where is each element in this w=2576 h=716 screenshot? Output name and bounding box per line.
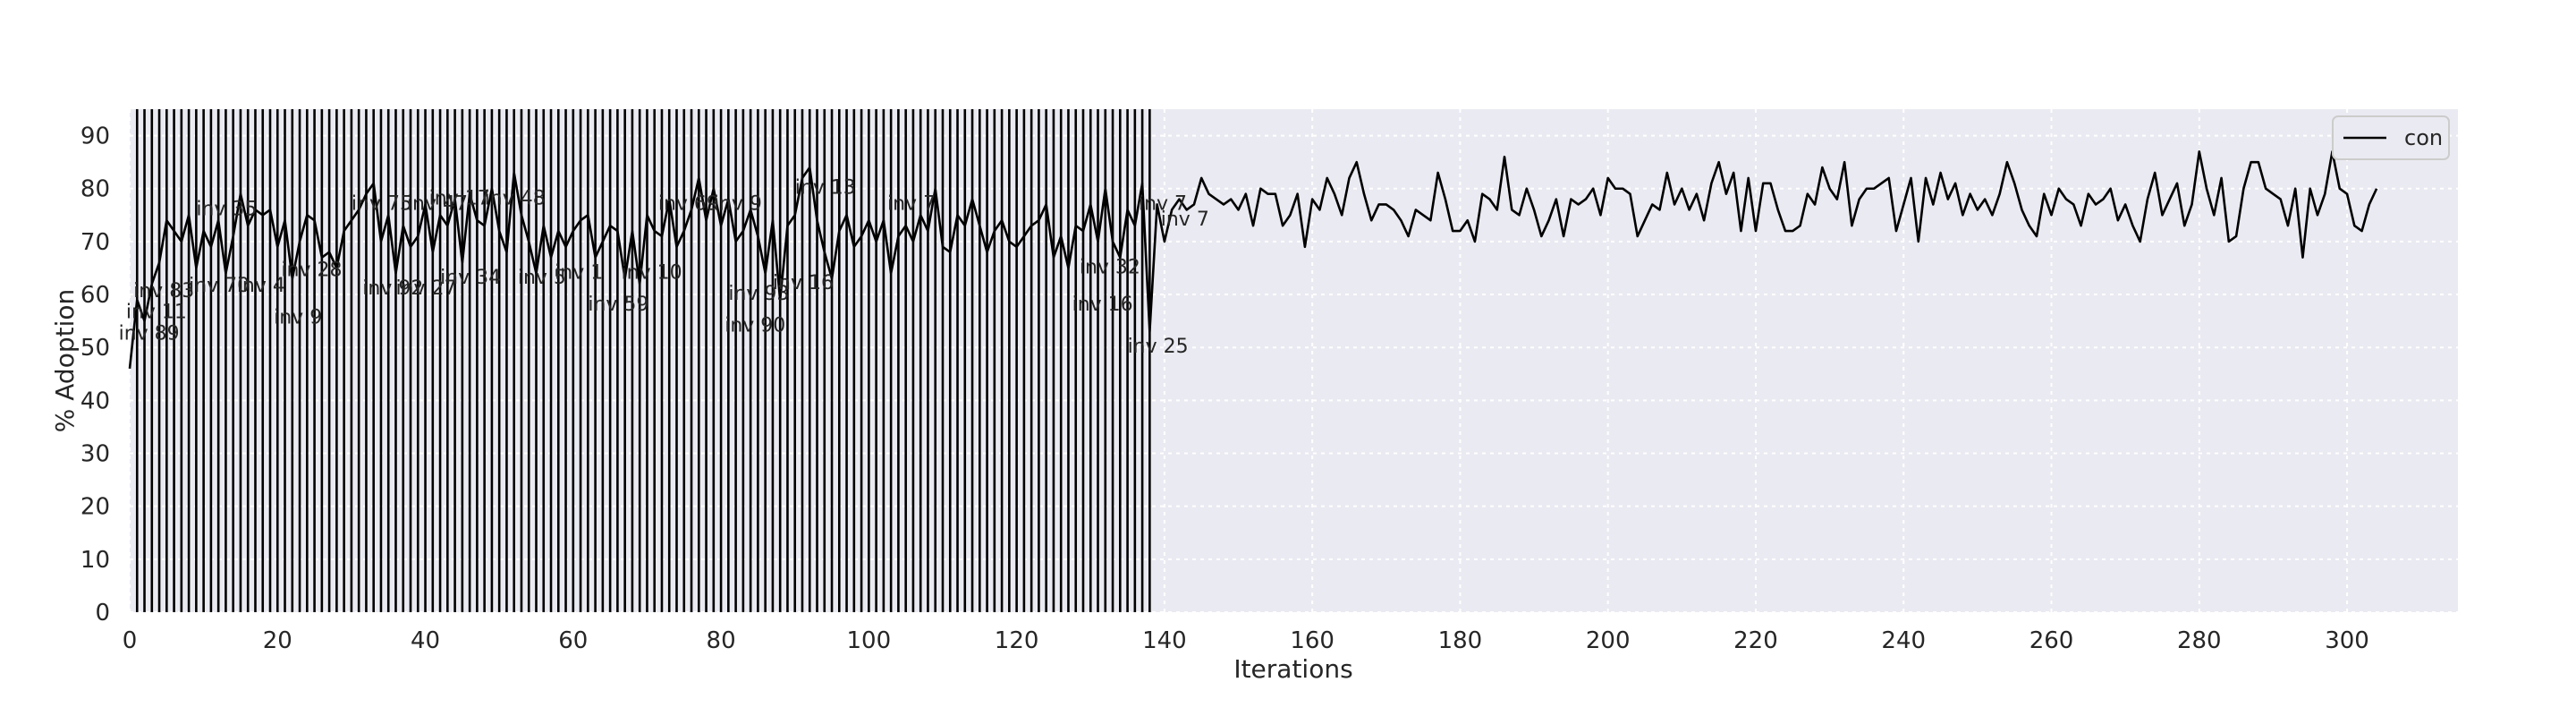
x-tick-label-1: 20	[263, 627, 292, 654]
annotation-12: inv 92	[362, 277, 423, 300]
plot-background	[130, 109, 2458, 612]
annotation-22: inv 93	[728, 283, 789, 305]
y-tick-label-3: 30	[80, 441, 110, 468]
x-tick-label-13: 260	[2029, 627, 2074, 654]
annotation-4: inv 70	[189, 275, 250, 297]
y-tick-label-2: 20	[80, 494, 110, 521]
legend-label-con: con	[2404, 125, 2443, 150]
x-tick-label-9: 180	[1438, 627, 1483, 654]
y-tick-label-8: 80	[80, 176, 110, 203]
y-tick-label-7: 70	[80, 229, 110, 256]
annotation-25: inv 7	[887, 192, 936, 215]
x-tick-label-0: 0	[123, 627, 138, 654]
annotation-9: inv 47	[407, 192, 468, 215]
annotation-3: inv 9	[274, 307, 322, 329]
vertical-lines	[135, 109, 1151, 612]
y-axis-ticks: 0 10 20 30 40 50 60 70 80 90	[80, 124, 110, 626]
y-axis-title: % Adoption	[50, 289, 80, 432]
annotation-17: inv 59	[588, 294, 648, 316]
x-axis-ticks: 0 20 40 60 80 100 120 140 160 180 200 220 240 260 280 3…	[123, 627, 2369, 654]
annotation-6: inv 28	[281, 259, 342, 281]
x-tick-label-2: 40	[411, 627, 440, 654]
y-tick-label-5: 50	[80, 335, 110, 362]
x-tick-label-4: 80	[707, 627, 736, 654]
annotation-7: inv 35	[196, 198, 257, 220]
y-tick-label-1: 10	[80, 547, 110, 574]
annotation-10: inv 17	[429, 187, 490, 209]
x-tick-label-5: 100	[847, 627, 892, 654]
x-axis-title: Iterations	[1233, 654, 1352, 684]
y-tick-label-9: 90	[80, 124, 110, 150]
annotation-24: inv 13	[795, 177, 856, 200]
annotation-28: inv 25	[1128, 336, 1189, 358]
annotation-19: inv 69	[658, 192, 719, 215]
legend-box	[2332, 115, 2450, 160]
y-tick-label-0: 0	[95, 600, 110, 626]
y-tick-label-4: 40	[80, 388, 110, 414]
x-tick-label-14: 280	[2177, 627, 2222, 654]
annotation-26: inv 16	[1072, 294, 1133, 316]
annotation-1: inv 11	[126, 302, 187, 324]
x-tick-label-11: 220	[1733, 627, 1778, 654]
annotation-21: inv 90	[724, 314, 785, 337]
series-line-con	[128, 150, 2378, 370]
x-tick-label-6: 120	[995, 627, 1039, 654]
annotation-15: inv 5	[518, 267, 566, 289]
annotation-29: inv 7	[1139, 192, 1187, 215]
annotation-5: inv 4	[237, 275, 285, 297]
legend: con	[2332, 115, 2450, 160]
x-tick-label-15: 300	[2325, 627, 2369, 654]
annotation-13: inv 27	[395, 277, 456, 300]
annotation-20: inv 9	[714, 192, 762, 215]
y-tick-label-6: 60	[80, 282, 110, 309]
x-tick-label-12: 240	[1881, 627, 1926, 654]
x-tick-label-3: 60	[558, 627, 588, 654]
annotation-2: inv 83	[133, 280, 194, 303]
x-tick-label-7: 140	[1142, 627, 1187, 654]
x-tick-label-8: 160	[1290, 627, 1335, 654]
annotation-30: inv 7	[1161, 209, 1209, 231]
x-tick-label-10: 200	[1586, 627, 1631, 654]
annotation-23: inv 16	[773, 272, 834, 294]
annotation-8: inv 75	[352, 192, 412, 215]
annotation-16: inv 1	[555, 261, 603, 284]
annotation-27: inv 32	[1080, 256, 1140, 278]
annotation-11: inv 48	[485, 187, 546, 209]
annotation-18: inv 10	[622, 261, 682, 284]
annotation-14: inv 34	[440, 267, 501, 289]
annotation-0: inv 89	[119, 322, 180, 345]
